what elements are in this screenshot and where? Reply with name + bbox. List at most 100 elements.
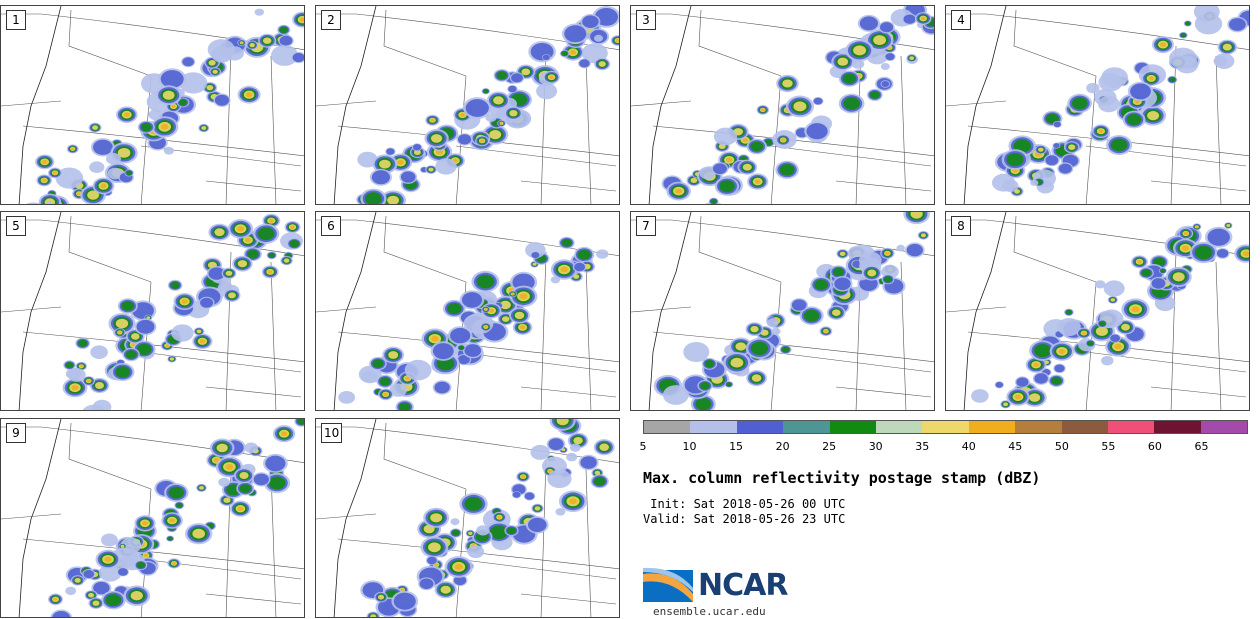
- reflectivity-cell: [178, 99, 188, 106]
- reflectivity-cell: [92, 125, 99, 130]
- boundary-line: [455, 558, 617, 580]
- reflectivity-cell: [212, 69, 218, 74]
- boundary-line: [1215, 55, 1222, 204]
- reflectivity-cell: [398, 402, 411, 410]
- boundary-line: [1150, 180, 1247, 192]
- member-panel[interactable]: 9: [0, 418, 305, 618]
- boundary-line: [1, 100, 62, 107]
- reflectivity-cell: [896, 244, 905, 252]
- boundary-line: [205, 386, 302, 398]
- reflectivity-cell: [779, 164, 795, 176]
- member-panel[interactable]: 10: [315, 418, 620, 618]
- reflectivity-cell: [1068, 144, 1076, 150]
- colorbar-swatch: [690, 421, 737, 433]
- boundary-line: [1170, 45, 1177, 204]
- reflectivity-cell: [199, 339, 206, 344]
- reflectivity-cell: [500, 122, 503, 125]
- reflectivity-cell: [379, 159, 391, 169]
- member-label: 5: [6, 216, 26, 236]
- reflectivity-cell: [489, 525, 508, 540]
- boundary-line: [520, 593, 617, 605]
- reflectivity-cell: [837, 57, 849, 66]
- reflectivity-cell: [1213, 56, 1227, 67]
- reflectivity-cell: [458, 134, 472, 145]
- reflectivity-cell: [131, 333, 140, 340]
- reflectivity-cell: [430, 118, 435, 122]
- reflectivity-cell: [451, 529, 460, 536]
- reflectivity-cell: [430, 513, 443, 523]
- boundary-line: [1, 513, 62, 520]
- reflectivity-cell: [464, 496, 483, 511]
- reflectivity-cell: [564, 25, 587, 43]
- reflectivity-cell: [1168, 77, 1176, 83]
- reflectivity-cell: [199, 486, 204, 490]
- reflectivity-cell: [771, 327, 781, 336]
- reflectivity-cell: [594, 470, 601, 475]
- reflectivity-cell: [206, 85, 214, 91]
- boundary-line: [1013, 9, 1097, 77]
- reflectivity-cell: [165, 344, 169, 347]
- boundary-line: [946, 306, 1007, 313]
- reflectivity-cell: [883, 276, 893, 283]
- reflectivity-cell: [704, 360, 715, 368]
- reflectivity-cell: [910, 212, 923, 219]
- reflectivity-cell: [1045, 155, 1059, 166]
- reflectivity-cell: [404, 359, 432, 381]
- boundary-line: [316, 219, 619, 256]
- reflectivity-cell: [1051, 376, 1062, 385]
- boundary-line: [967, 331, 1249, 363]
- member-panel[interactable]: 1: [0, 5, 305, 205]
- member-panel[interactable]: 4: [945, 5, 1250, 205]
- reflectivity-cell: [254, 8, 264, 16]
- colorbar-swatch: [1061, 421, 1108, 433]
- reflectivity-cell: [1182, 245, 1189, 251]
- reflectivity-cell: [225, 270, 233, 276]
- reflectivity-cell: [514, 311, 525, 320]
- reflectivity-cell: [814, 279, 829, 291]
- reflectivity-cell: [71, 385, 79, 391]
- reflectivity-cell: [521, 475, 525, 479]
- boundary-line: [585, 55, 592, 204]
- site-url[interactable]: ensemble.ucar.edu: [653, 605, 766, 618]
- colorbar-tick-label: 40: [961, 440, 976, 453]
- reflectivity-cell: [1030, 179, 1039, 186]
- boundary-line: [946, 100, 1007, 107]
- reflectivity-cell: [476, 525, 490, 536]
- member-panel[interactable]: 2: [315, 5, 620, 205]
- reflectivity-cell: [1110, 138, 1128, 152]
- reflectivity-cell: [569, 443, 581, 452]
- member-panel[interactable]: 8: [945, 211, 1250, 411]
- reflectivity-cell: [1193, 6, 1220, 22]
- reflectivity-cell: [1081, 331, 1086, 335]
- member-label: 6: [321, 216, 341, 236]
- reflectivity-cell: [574, 262, 586, 272]
- reflectivity-cell: [167, 536, 173, 541]
- reflectivity-cell: [1183, 231, 1188, 236]
- member-panel[interactable]: 5: [0, 211, 305, 411]
- reflectivity-cell: [1038, 147, 1044, 152]
- member-panel[interactable]: 7: [630, 211, 935, 411]
- member-panel[interactable]: 3: [630, 5, 935, 205]
- reflectivity-cell: [1017, 203, 1021, 204]
- reflectivity-cell: [1207, 228, 1230, 246]
- reflectivity-cell: [754, 179, 761, 184]
- reflectivity-cell: [140, 122, 152, 132]
- reflectivity-cell: [502, 316, 510, 322]
- reflectivity-cell: [1121, 323, 1130, 331]
- reflectivity-cell: [53, 597, 58, 601]
- reflectivity-cell: [719, 180, 735, 193]
- boundary-line: [1150, 386, 1247, 398]
- boundary-line: [631, 100, 692, 107]
- boundary-line: [140, 558, 302, 580]
- reflectivity-cell: [713, 127, 738, 146]
- reflectivity-cell: [244, 237, 251, 243]
- colorbar-tick-label: 60: [1147, 440, 1162, 453]
- reflectivity-cell: [1002, 179, 1019, 192]
- reflectivity-cell: [1180, 33, 1187, 38]
- reflectivity-cell: [1029, 393, 1041, 402]
- boundary-line: [270, 261, 277, 410]
- member-panel[interactable]: 6: [315, 211, 620, 411]
- reflectivity-cell: [90, 345, 108, 359]
- reflectivity-cell: [508, 85, 517, 93]
- reflectivity-cell: [239, 484, 252, 493]
